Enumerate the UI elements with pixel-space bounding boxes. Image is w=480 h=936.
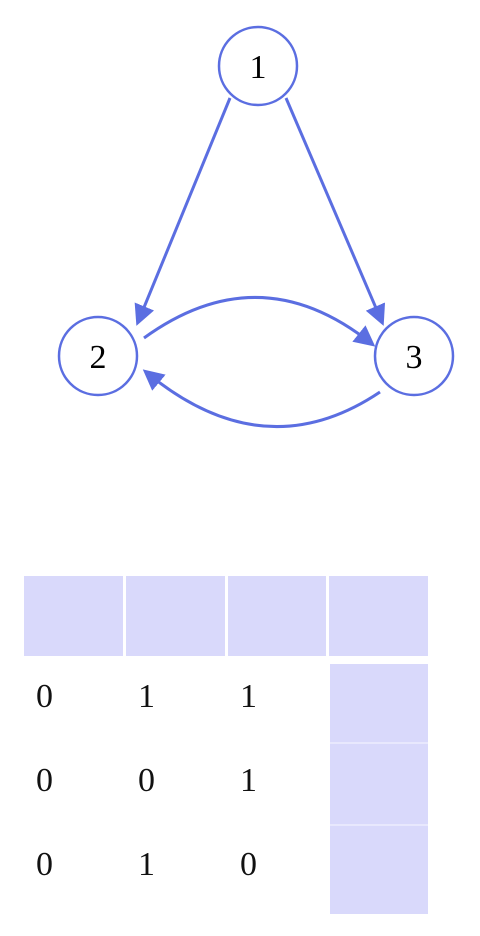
node-1-label: 1 <box>250 49 267 86</box>
node-3-label: 3 <box>406 339 423 376</box>
matrix-cell: 0 <box>138 762 155 799</box>
edge-2-to-3 <box>143 295 376 347</box>
directed-graph: 1 2 3 <box>57 25 455 428</box>
matrix-row: 0 1 1 <box>24 678 324 738</box>
node-2-label: 2 <box>90 339 107 376</box>
matrix-header-cell <box>24 576 123 656</box>
node-2: 2 <box>57 315 139 397</box>
divider <box>330 742 428 744</box>
matrix-header-cell <box>227 576 327 656</box>
matrix-cell: 0 <box>240 846 257 883</box>
adjacency-matrix: 0 1 1 0 0 1 0 1 0 <box>24 576 430 916</box>
matrix-row: 0 0 1 <box>24 762 324 822</box>
matrix-cell: 1 <box>240 678 257 715</box>
matrix-cell: 1 <box>138 678 155 715</box>
edge-3-to-2 <box>142 369 381 428</box>
node-3: 3 <box>373 315 455 397</box>
matrix-cell: 0 <box>36 846 53 883</box>
edge-1-to-2 <box>134 97 232 326</box>
matrix-cell: 0 <box>36 762 53 799</box>
matrix-header-row <box>24 576 428 656</box>
node-1: 1 <box>217 25 299 107</box>
matrix-side-panel <box>330 664 428 914</box>
matrix-cell: 1 <box>240 762 257 799</box>
divider <box>330 824 428 826</box>
matrix-cell: 1 <box>138 846 155 883</box>
edge-1-to-3 <box>284 97 386 326</box>
matrix-header-cell <box>125 576 225 656</box>
matrix-cell: 0 <box>36 678 53 715</box>
matrix-header-cell <box>329 576 428 656</box>
matrix-row: 0 1 0 <box>24 846 324 906</box>
